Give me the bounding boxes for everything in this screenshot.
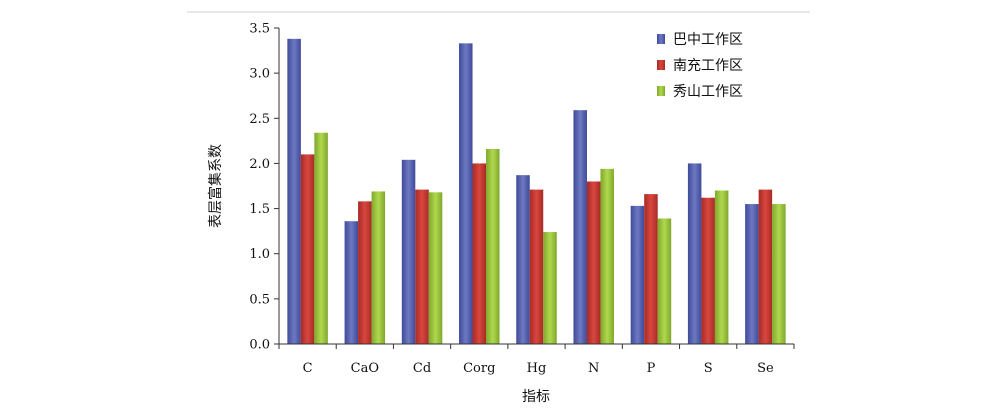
bar-corg-series-1: [459, 43, 473, 344]
bar-hg-series-1: [516, 175, 530, 344]
bar-corg-series-3: [486, 148, 500, 344]
bar-p-series-2: [644, 194, 658, 344]
bar-hg-series-3: [543, 232, 557, 344]
bar-n-series-1: [573, 110, 587, 344]
x-tick-label: N: [588, 361, 599, 376]
x-tick-label: Corg: [463, 361, 495, 376]
bar-cao-series-3: [371, 191, 386, 344]
bar-cao-series-1: [344, 221, 359, 344]
bar-hg-series-2: [529, 189, 544, 344]
x-axis-ticks: C CaO Cd Corg Hg N P S Se: [278, 344, 795, 376]
x-tick-label: P: [647, 361, 656, 376]
y-tick-label: 1.5: [249, 202, 270, 217]
x-tick-label: CaO: [351, 361, 379, 376]
bar-cao-series-2: [358, 201, 372, 344]
bar-se-series-2: [758, 189, 773, 344]
bar-c-series-3: [314, 132, 328, 344]
x-axis-title: 指标: [522, 389, 550, 405]
bar-s-series-1: [687, 163, 702, 344]
y-tick-label: 2.5: [249, 112, 270, 127]
bar-se-series-3: [772, 204, 786, 344]
bar-p-series-3: [657, 218, 672, 344]
y-tick-label: 0.5: [249, 292, 270, 307]
bar-corg-series-2: [472, 163, 487, 344]
y-tick-label: 2.0: [249, 157, 270, 172]
x-tick-label: Se: [757, 361, 774, 376]
legend-swatch: [657, 86, 665, 96]
bars-group: [287, 38, 786, 344]
bar-p-series-1: [630, 205, 645, 344]
bar-n-series-3: [600, 168, 614, 344]
y-axis-ticks: 0.0 0.5 1.0 1.5 2.0 2.5 3.0 3.5: [249, 22, 279, 353]
legend-label: 秀山工作区: [673, 84, 743, 100]
x-tick-label: C: [303, 361, 313, 376]
y-tick-label: 1.0: [249, 247, 270, 262]
bar-cd-series-3: [428, 192, 443, 344]
legend-label: 巴中工作区: [673, 32, 743, 48]
y-tick-label: 3.0: [249, 67, 270, 82]
bar-n-series-2: [586, 181, 601, 344]
y-tick-label: 0.0: [249, 338, 270, 353]
legend-label: 南充工作区: [673, 58, 743, 74]
bar-s-series-2: [701, 197, 715, 344]
bar-c-series-2: [300, 154, 315, 344]
y-tick-label: 3.5: [249, 22, 270, 37]
legend-swatch: [657, 34, 665, 44]
bar-cd-series-1: [401, 159, 416, 344]
x-tick-label: S: [704, 361, 713, 376]
bar-c-series-1: [287, 38, 301, 344]
x-tick-label: Hg: [527, 361, 547, 376]
bar-s-series-3: [714, 190, 729, 344]
bar-cd-series-2: [415, 189, 429, 344]
legend-swatch: [657, 60, 665, 70]
x-tick-label: Cd: [413, 361, 431, 376]
y-axis-title: 表层富集系数: [207, 144, 224, 228]
bar-se-series-1: [745, 204, 759, 344]
